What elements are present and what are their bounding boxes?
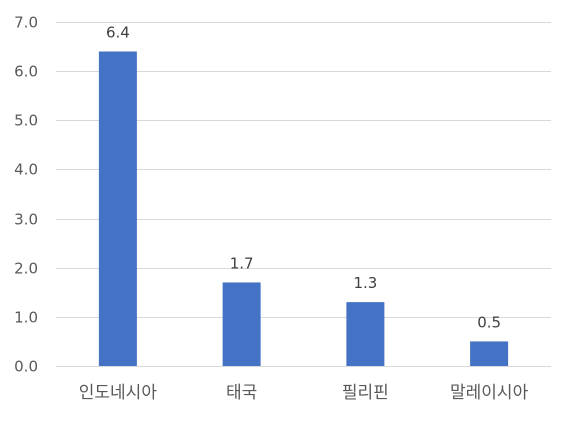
bar (470, 341, 509, 366)
y-tick-label: 3.0 (14, 211, 38, 229)
data-label: 0.5 (477, 313, 501, 331)
data-label: 1.7 (230, 254, 254, 272)
category-label: 필리핀 (342, 383, 389, 403)
category-label: 말레이시아 (450, 383, 529, 403)
bar (98, 51, 137, 366)
x-axis-category-labels: 인도네시아 태국 필리핀 말레이시아 (79, 383, 529, 403)
data-labels: 6.4 1.7 1.3 0.5 (106, 23, 501, 331)
y-axis-tick-labels: 0.0 1.0 2.0 3.0 4.0 5.0 6.0 7.0 (14, 14, 38, 376)
y-tick-label: 4.0 (14, 161, 38, 179)
y-tick-label: 6.0 (14, 63, 38, 81)
data-label: 6.4 (106, 23, 130, 41)
y-tick-label: 1.0 (14, 309, 38, 327)
y-tick-label: 0.0 (14, 358, 38, 376)
bar (222, 282, 261, 366)
data-label: 1.3 (353, 274, 377, 292)
category-label: 인도네시아 (79, 383, 158, 403)
y-tick-label: 5.0 (14, 112, 38, 130)
y-tick-label: 7.0 (14, 14, 38, 32)
y-tick-label: 2.0 (14, 260, 38, 278)
bars (98, 51, 509, 366)
bar (346, 302, 385, 366)
gridlines (56, 22, 551, 367)
category-label: 태국 (226, 383, 257, 403)
